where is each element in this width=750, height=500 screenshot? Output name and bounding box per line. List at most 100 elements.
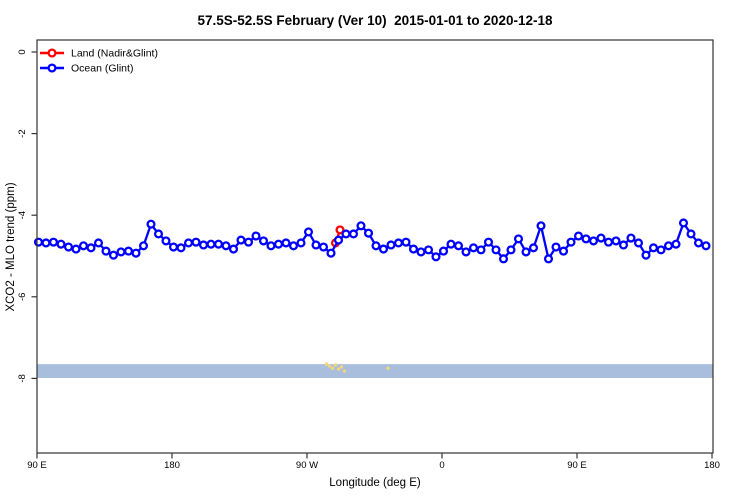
ocean-data-point bbox=[693, 238, 704, 248]
ocean-data-point bbox=[663, 241, 674, 251]
plot-border bbox=[36, 39, 714, 454]
minor-data-point bbox=[336, 367, 341, 371]
ocean-data-point bbox=[701, 241, 711, 251]
ocean-data-point bbox=[633, 238, 644, 248]
ocean-data-point bbox=[348, 229, 359, 239]
ocean-data-point bbox=[476, 245, 486, 255]
ocean-data-point bbox=[551, 242, 561, 252]
ocean-data-point bbox=[431, 252, 441, 262]
ocean-data-point bbox=[521, 247, 531, 257]
legend-entry-ocean: Ocean (Glint) bbox=[40, 63, 133, 75]
ocean-data-point bbox=[296, 238, 306, 248]
ocean-data-point bbox=[386, 240, 396, 250]
ocean-data-point bbox=[288, 241, 299, 251]
ocean-data-point bbox=[93, 238, 104, 248]
legend-entry-land: Land (Nadir&Glint) bbox=[40, 48, 158, 60]
ocean-data-point bbox=[56, 239, 66, 249]
ocean-data-point bbox=[453, 241, 464, 251]
ocean-data-point bbox=[648, 243, 659, 253]
y-tick-label: -2 bbox=[17, 129, 28, 137]
ocean-data-point bbox=[176, 243, 186, 253]
ocean-data-point bbox=[468, 243, 479, 253]
ocean-data-point bbox=[318, 242, 329, 252]
x-tick-label: 90 E bbox=[567, 460, 587, 471]
y-tick-label: 0 bbox=[17, 49, 28, 54]
ocean-data-point bbox=[461, 247, 471, 257]
minor-data-point bbox=[327, 364, 332, 368]
y-axis-title: XCO2 - MLO trend (ppm) bbox=[5, 182, 17, 311]
y-tick-label: -4 bbox=[17, 211, 28, 219]
ocean-data-point bbox=[341, 229, 351, 239]
ocean-data-point bbox=[86, 243, 96, 253]
ocean-data-point bbox=[183, 238, 194, 248]
ocean-data-point bbox=[393, 238, 404, 248]
ocean-data-point bbox=[48, 237, 59, 247]
ocean-data-point bbox=[146, 219, 156, 229]
ocean-data-point bbox=[116, 247, 126, 257]
x-tick-label: 180 bbox=[164, 460, 180, 471]
ocean-data-point bbox=[581, 234, 591, 244]
y-tick-label: -8 bbox=[17, 374, 28, 382]
ocean-data-point bbox=[611, 236, 621, 246]
minor-data-point bbox=[333, 363, 338, 367]
minor-data-point bbox=[339, 365, 344, 369]
ocean-data-point bbox=[221, 241, 231, 251]
ocean-data-point bbox=[138, 241, 149, 251]
ocean-data-point bbox=[71, 244, 81, 254]
ocean-data-point bbox=[506, 245, 516, 255]
ocean-data-point bbox=[153, 229, 164, 239]
ocean-data-point bbox=[333, 235, 344, 245]
highlight-band bbox=[37, 364, 713, 378]
ocean-data-point bbox=[596, 233, 606, 243]
ocean-data-point bbox=[258, 236, 269, 246]
ocean-data-point bbox=[273, 239, 284, 249]
ocean-data-point bbox=[618, 240, 629, 250]
ocean-data-point bbox=[401, 237, 411, 247]
minor-data-point bbox=[324, 362, 329, 366]
ocean-data-point bbox=[626, 233, 636, 243]
legend: Land (Nadir&Glint) Ocean (Glint) bbox=[40, 48, 158, 75]
ocean-data-point bbox=[423, 245, 434, 255]
ocean-data-point bbox=[311, 240, 321, 250]
ocean-data-point bbox=[566, 237, 576, 247]
ocean-data-point bbox=[236, 235, 246, 245]
ocean-data-point bbox=[498, 254, 509, 264]
ocean-data-point bbox=[363, 228, 374, 238]
ocean-data-point bbox=[371, 241, 381, 251]
ocean-data-point bbox=[588, 236, 599, 246]
land-series-marker-icon bbox=[47, 48, 57, 58]
ocean-data-point bbox=[416, 247, 426, 257]
ocean-data-point bbox=[33, 237, 44, 247]
ocean-data-point bbox=[206, 239, 216, 249]
ocean-data-point bbox=[603, 237, 614, 247]
ocean-data-point bbox=[161, 236, 171, 246]
ocean-data-point bbox=[558, 246, 569, 256]
ocean-data-point bbox=[641, 250, 651, 260]
x-tick-label: 90 W bbox=[296, 460, 318, 471]
ocean-data-point bbox=[678, 218, 689, 228]
ocean-data-point bbox=[251, 231, 261, 241]
minor-data-point bbox=[386, 366, 390, 370]
highlight-band-layer bbox=[37, 364, 713, 378]
ocean-data-point bbox=[378, 244, 389, 254]
data-series-layer bbox=[33, 218, 711, 373]
ocean-data-point bbox=[513, 234, 524, 244]
ocean-data-point bbox=[213, 239, 224, 249]
x-tick-label: 90 E bbox=[27, 460, 47, 471]
ocean-data-point bbox=[543, 254, 554, 264]
ocean-data-point bbox=[198, 240, 209, 250]
ocean-data-point bbox=[243, 237, 254, 247]
minor-data-point bbox=[342, 369, 347, 373]
axis-ticks-layer: 90 E 180 90 W 0 90 E 180 0 -2 -4 -6 -8 bbox=[17, 49, 720, 471]
minor-data-point bbox=[330, 366, 335, 370]
y-tick-label: -6 bbox=[17, 293, 28, 301]
ocean-data-point bbox=[123, 246, 134, 256]
ocean-data-point bbox=[63, 242, 74, 252]
ocean-data-point bbox=[446, 239, 456, 249]
ocean-data-point bbox=[228, 244, 239, 254]
ocean-data-point bbox=[573, 231, 584, 241]
legend-label-ocean: Ocean (Glint) bbox=[71, 63, 133, 75]
ocean-data-point bbox=[108, 250, 119, 260]
